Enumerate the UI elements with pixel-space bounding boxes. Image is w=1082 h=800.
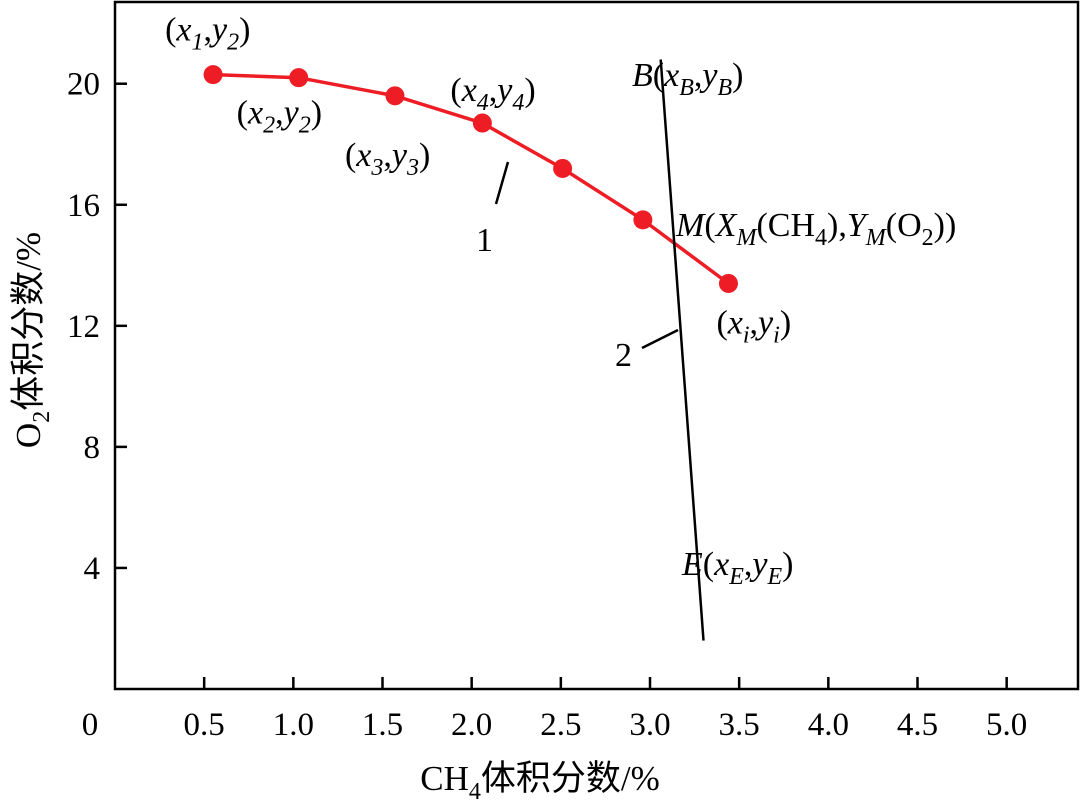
series-1-point — [553, 158, 573, 178]
annotation-E: E(xE,yE) — [681, 546, 793, 590]
annotation-B: B(xB,yB) — [632, 57, 743, 101]
plot-frame — [113, 0, 1080, 691]
y-tick-label: 12 — [67, 309, 100, 345]
line-2 — [659, 59, 705, 641]
x-tick-labels: 0.5 1.0 1.5 2.0 2.5 3.0 3.5 4.0 4.5 5.0 — [184, 707, 1028, 743]
x-tick-marks — [202, 677, 1008, 689]
y-tick-labels: 4 8 12 16 20 — [67, 67, 100, 587]
point-label: (x2,y2) — [237, 95, 322, 139]
y-tick-label: 8 — [84, 430, 101, 466]
label-2: 2 — [615, 337, 632, 374]
x-tick-label: 2.0 — [451, 707, 492, 743]
point-labels: (x1,y2) (x2,y2) (x3,y3) (x4,y4) (xi,yi) — [165, 12, 791, 349]
x-axis-title: CH4体积分数/% — [420, 759, 660, 800]
y-tick-label: 4 — [84, 551, 101, 587]
point-label: (x4,y4) — [450, 72, 535, 116]
x-tick-label: 4.5 — [897, 707, 938, 743]
x-tick-label: 1.0 — [273, 707, 314, 743]
x-tick-label: 0.5 — [184, 707, 225, 743]
y-tick-label: 16 — [67, 188, 100, 224]
x-tick-label: 3.0 — [629, 707, 670, 743]
x-origin-label: 0 — [82, 707, 99, 743]
series-1-point — [385, 86, 405, 106]
series-1-point — [472, 113, 492, 133]
series-1-markers — [203, 65, 738, 293]
x-tick-label: 5.0 — [986, 707, 1027, 743]
series-1-point — [289, 68, 309, 88]
point-label: (x1,y2) — [165, 12, 250, 56]
x-tick-label: 3.5 — [719, 707, 760, 743]
series-1-point — [203, 65, 223, 85]
series-1-point — [633, 210, 653, 230]
leader-2 — [641, 328, 679, 350]
x-tick-label: 4.0 — [808, 707, 849, 743]
annotation-M: M(XM(CH4),YM(O2)) — [675, 207, 956, 251]
leader-1 — [494, 161, 510, 205]
x-tick-label: 1.5 — [362, 707, 403, 743]
point-label: (xi,yi) — [716, 304, 791, 348]
point-label: (x3,y3) — [345, 137, 430, 181]
y-tick-label: 20 — [67, 67, 100, 103]
x-tick-label: 2.5 — [540, 707, 581, 743]
y-axis-title: O2体积分数/% — [9, 232, 55, 448]
label-1: 1 — [476, 222, 493, 259]
y-tick-marks — [115, 82, 127, 570]
series-1-point — [718, 273, 738, 293]
